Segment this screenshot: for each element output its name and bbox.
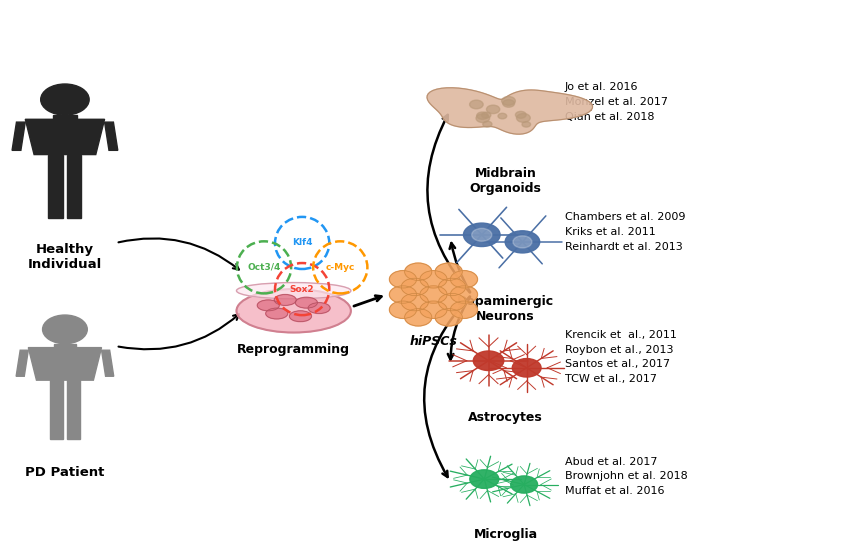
Circle shape — [513, 236, 532, 248]
Circle shape — [450, 301, 478, 318]
Circle shape — [420, 286, 447, 303]
Circle shape — [401, 293, 428, 311]
Text: Chambers et al. 2009
Kriks et al. 2011
Reinhardt et al. 2013: Chambers et al. 2009 Kriks et al. 2011 R… — [564, 212, 685, 252]
Circle shape — [389, 286, 416, 303]
Circle shape — [486, 105, 500, 114]
Ellipse shape — [290, 311, 311, 322]
Ellipse shape — [295, 297, 317, 308]
Circle shape — [389, 301, 416, 318]
Circle shape — [505, 231, 540, 253]
Text: Midbrain
Organoids: Midbrain Organoids — [469, 167, 541, 195]
Circle shape — [435, 308, 462, 326]
Text: Dopaminergic
Neurons: Dopaminergic Neurons — [457, 294, 554, 323]
Text: Klf4: Klf4 — [292, 239, 313, 247]
Ellipse shape — [236, 283, 351, 299]
Polygon shape — [53, 115, 77, 119]
Circle shape — [517, 114, 530, 122]
Text: Krencik et  al., 2011
Roybon et al., 2013
Santos et al., 2017
TCW et al., 2017: Krencik et al., 2011 Roybon et al., 2013… — [564, 330, 677, 384]
Polygon shape — [48, 155, 63, 218]
Ellipse shape — [236, 289, 351, 333]
Ellipse shape — [266, 308, 288, 319]
Circle shape — [472, 228, 492, 241]
Text: hiPSCs: hiPSCs — [410, 335, 457, 348]
Circle shape — [502, 99, 514, 107]
Circle shape — [477, 112, 488, 120]
Circle shape — [405, 263, 432, 281]
Polygon shape — [28, 348, 101, 380]
Text: Abud et al. 2017
Brownjohn et al. 2018
Muffat et al. 2016: Abud et al. 2017 Brownjohn et al. 2018 M… — [564, 456, 688, 496]
Circle shape — [42, 315, 88, 343]
Circle shape — [463, 223, 500, 247]
Circle shape — [482, 112, 491, 118]
Polygon shape — [67, 380, 80, 439]
Text: Healthy
Individual: Healthy Individual — [28, 243, 102, 271]
Text: Oct3/4: Oct3/4 — [247, 263, 280, 272]
Polygon shape — [54, 343, 76, 348]
Text: c-Myc: c-Myc — [326, 263, 355, 272]
Polygon shape — [16, 350, 28, 376]
Polygon shape — [101, 350, 114, 376]
Circle shape — [513, 359, 541, 377]
Circle shape — [41, 84, 89, 115]
Circle shape — [515, 111, 526, 118]
Circle shape — [450, 286, 478, 303]
Text: Reprogramming: Reprogramming — [237, 343, 350, 357]
Circle shape — [389, 271, 416, 288]
Ellipse shape — [258, 300, 280, 311]
Text: Microglia: Microglia — [473, 528, 537, 541]
Circle shape — [439, 293, 466, 311]
Circle shape — [498, 113, 507, 119]
Polygon shape — [105, 122, 118, 150]
Circle shape — [420, 301, 447, 318]
Circle shape — [469, 100, 483, 109]
Ellipse shape — [308, 302, 330, 313]
Circle shape — [483, 121, 492, 127]
Polygon shape — [12, 122, 26, 150]
Polygon shape — [427, 88, 592, 134]
Text: Astrocytes: Astrocytes — [468, 411, 543, 424]
Circle shape — [502, 97, 515, 105]
Circle shape — [522, 122, 530, 127]
Circle shape — [473, 351, 504, 371]
Polygon shape — [49, 380, 63, 439]
Ellipse shape — [275, 294, 296, 305]
Circle shape — [470, 470, 499, 488]
Circle shape — [450, 271, 478, 288]
Polygon shape — [67, 155, 82, 218]
Circle shape — [405, 308, 432, 326]
Text: Sox2: Sox2 — [290, 284, 314, 294]
Polygon shape — [26, 119, 105, 155]
Text: Jo et al. 2016
Monzel et al. 2017
Qian et al. 2018: Jo et al. 2016 Monzel et al. 2017 Qian e… — [564, 82, 668, 122]
Text: PD Patient: PD Patient — [26, 466, 105, 478]
Circle shape — [439, 278, 466, 295]
Circle shape — [476, 114, 490, 123]
Circle shape — [511, 476, 537, 493]
Circle shape — [420, 271, 447, 288]
Circle shape — [401, 278, 428, 295]
Circle shape — [435, 263, 462, 281]
